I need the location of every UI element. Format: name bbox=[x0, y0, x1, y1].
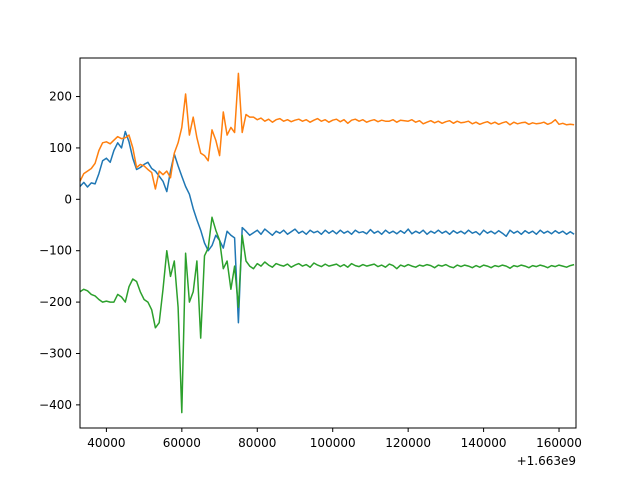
y-tick-label: 0 bbox=[64, 192, 72, 206]
x-offset-label: +1.663e9 bbox=[517, 454, 576, 468]
x-tick-label: 80000 bbox=[238, 436, 276, 450]
series-line-2 bbox=[79, 72, 575, 190]
x-tick-label: 120000 bbox=[385, 436, 431, 450]
y-tick-label: −400 bbox=[39, 398, 72, 412]
y-tick-label: −100 bbox=[39, 244, 72, 258]
x-axis: 40000 60000 80000 100000 120000 140000 160000 bbox=[87, 428, 582, 450]
series-line-3 bbox=[79, 216, 575, 414]
series-layer bbox=[79, 72, 575, 414]
x-tick-label: 140000 bbox=[461, 436, 507, 450]
y-tick-label: 100 bbox=[49, 141, 72, 155]
y-tick-label: 200 bbox=[49, 90, 72, 104]
x-tick-label: 40000 bbox=[87, 436, 125, 450]
x-tick-label: 160000 bbox=[536, 436, 582, 450]
series-line-1 bbox=[79, 130, 575, 324]
y-tick-label: −200 bbox=[39, 295, 72, 309]
plot-frame bbox=[79, 57, 577, 429]
y-tick-label: −300 bbox=[39, 346, 72, 360]
y-axis: −400 −300 −200 −100 0 100 200 bbox=[39, 90, 80, 412]
x-tick-label: 100000 bbox=[310, 436, 356, 450]
x-tick-label: 60000 bbox=[163, 436, 201, 450]
